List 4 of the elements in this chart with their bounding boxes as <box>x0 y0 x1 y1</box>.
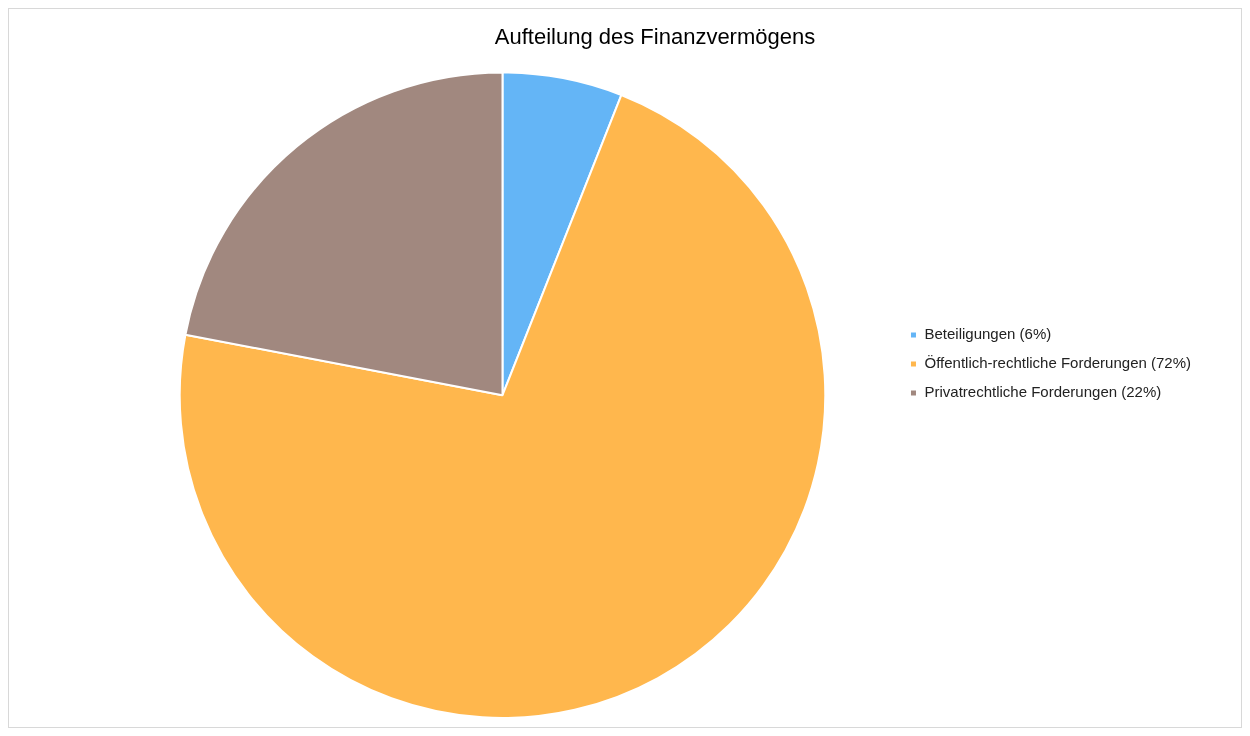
legend-label: Privatrechtliche Forderungen (22%) <box>924 383 1162 401</box>
legend-label: Beteiligungen (6%) <box>924 325 1052 343</box>
chart-title: Aufteilung des Finanzvermögens <box>494 24 816 50</box>
legend-label: Öffentlich-rechtliche Forderungen (72%) <box>924 354 1192 372</box>
